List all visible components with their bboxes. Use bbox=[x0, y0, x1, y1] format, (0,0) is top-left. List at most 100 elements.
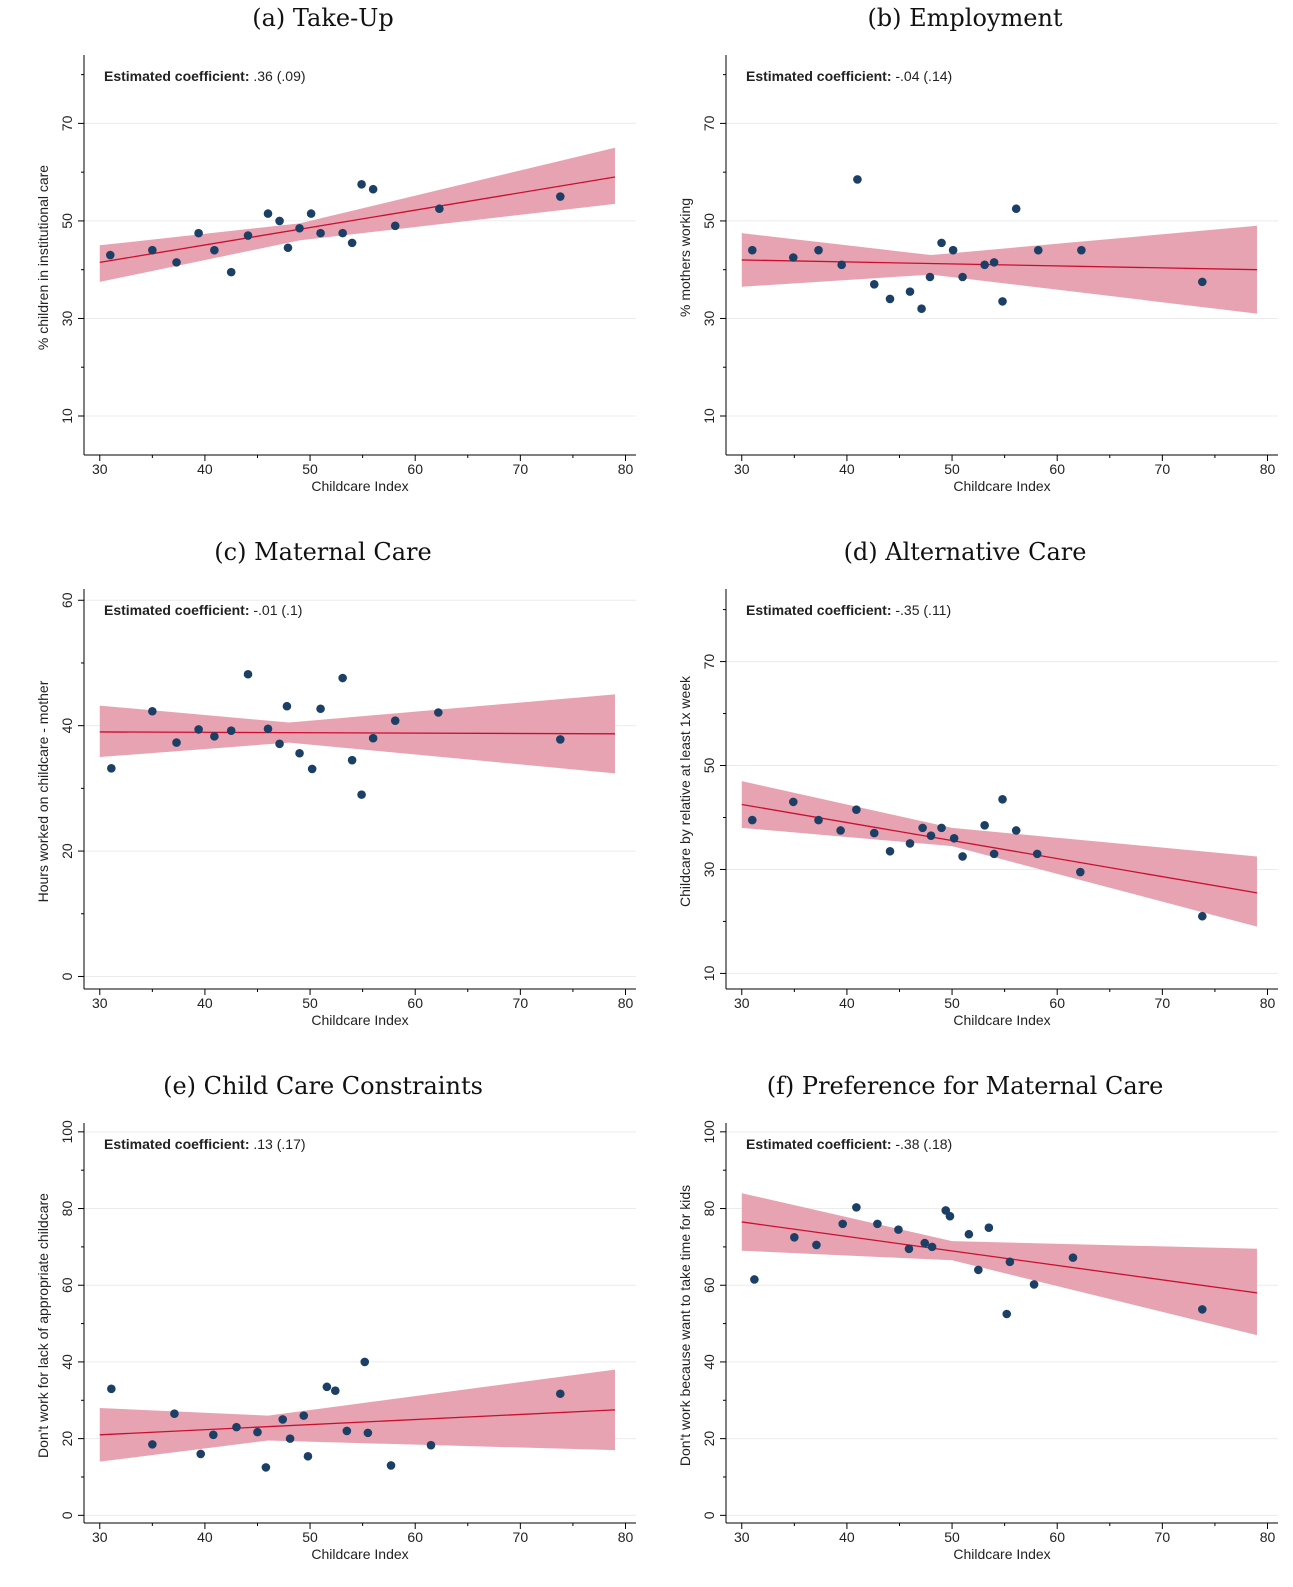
x-tick-label: 30 bbox=[92, 1529, 108, 1545]
data-point bbox=[949, 833, 959, 843]
data-point bbox=[347, 755, 357, 765]
x-tick-label: 70 bbox=[513, 1529, 529, 1545]
x-tick-label: 80 bbox=[1260, 995, 1276, 1011]
data-point bbox=[1029, 1280, 1039, 1289]
data-point bbox=[788, 253, 798, 262]
data-point bbox=[958, 272, 967, 282]
data-point bbox=[853, 175, 862, 184]
x-tick-label: 70 bbox=[513, 995, 529, 1011]
x-axis-label: Childcare Index bbox=[953, 478, 1050, 494]
x-axis-label: Childcare Index bbox=[311, 1012, 408, 1028]
data-point bbox=[788, 797, 798, 807]
x-tick-label: 50 bbox=[302, 995, 318, 1011]
data-point bbox=[1197, 911, 1207, 921]
data-point bbox=[390, 221, 400, 231]
x-tick-label: 80 bbox=[1260, 1529, 1276, 1545]
y-tick-label: 70 bbox=[701, 654, 717, 670]
coefficient-label: Estimated coefficient: bbox=[104, 1136, 249, 1152]
data-point bbox=[172, 738, 181, 747]
data-point bbox=[894, 1225, 903, 1234]
data-point bbox=[299, 1411, 309, 1420]
data-point bbox=[984, 1223, 994, 1233]
y-tick-label: 30 bbox=[701, 310, 717, 326]
panel-title: (a) Take-Up bbox=[252, 4, 394, 32]
data-point bbox=[226, 726, 236, 735]
x-tick-label: 60 bbox=[1049, 1529, 1065, 1545]
x-tick-label: 40 bbox=[839, 461, 855, 477]
data-point bbox=[105, 250, 115, 260]
data-point bbox=[278, 1415, 288, 1424]
x-tick-label: 40 bbox=[197, 1529, 213, 1545]
confidence-band bbox=[99, 147, 615, 282]
x-tick-label: 30 bbox=[734, 995, 750, 1011]
fit-line bbox=[741, 803, 1258, 894]
confidence-band bbox=[99, 1369, 615, 1462]
data-point bbox=[148, 1440, 157, 1449]
data-point bbox=[1068, 1253, 1078, 1262]
y-tick-label: 100 bbox=[701, 1120, 717, 1144]
data-point bbox=[869, 280, 879, 289]
y-tick-label: 60 bbox=[59, 592, 75, 608]
x-tick-label: 70 bbox=[1155, 1529, 1171, 1545]
x-tick-label: 30 bbox=[92, 995, 108, 1011]
data-point bbox=[937, 238, 946, 248]
data-point bbox=[555, 192, 565, 201]
data-point bbox=[837, 260, 846, 270]
data-point bbox=[295, 223, 304, 233]
data-point bbox=[958, 852, 967, 861]
data-point bbox=[905, 287, 915, 296]
y-tick-label: 80 bbox=[59, 1201, 75, 1217]
panel-title: (d) Alternative Care bbox=[843, 538, 1087, 566]
x-axis-label: Childcare Index bbox=[953, 1546, 1050, 1562]
y-tick-label: 60 bbox=[701, 1277, 717, 1293]
data-point bbox=[390, 716, 400, 725]
x-tick-label: 80 bbox=[1260, 461, 1276, 477]
fit-line bbox=[99, 1409, 616, 1436]
y-axis-label: % mothers working bbox=[677, 198, 693, 317]
data-point bbox=[555, 1389, 565, 1399]
data-point bbox=[814, 245, 823, 255]
data-point bbox=[814, 815, 823, 825]
coefficient-label: Estimated coefficient: bbox=[746, 602, 891, 618]
panel-e: (e) Child Care Constraints 0 20 40 60 80 100 3… bbox=[0, 1068, 646, 1587]
data-point bbox=[927, 1242, 937, 1252]
panel-title: (c) Maternal Care bbox=[214, 538, 432, 566]
data-point bbox=[998, 297, 1007, 306]
data-point bbox=[194, 228, 203, 238]
y-tick-label: 40 bbox=[59, 1354, 75, 1370]
data-point bbox=[838, 1219, 848, 1229]
y-tick-label: 70 bbox=[59, 115, 75, 131]
data-point bbox=[555, 735, 565, 744]
y-tick-label: 40 bbox=[701, 1354, 717, 1370]
data-point bbox=[282, 701, 292, 711]
y-tick-label: 50 bbox=[59, 213, 75, 229]
data-point bbox=[243, 669, 253, 679]
data-point bbox=[357, 180, 366, 189]
x-tick-label: 70 bbox=[513, 461, 529, 477]
data-point bbox=[836, 826, 845, 835]
data-point bbox=[989, 849, 999, 859]
coefficient-value: .13 (.17) bbox=[249, 1136, 305, 1152]
data-point bbox=[295, 748, 304, 758]
x-tick-label: 50 bbox=[944, 1529, 960, 1545]
y-tick-label: 70 bbox=[701, 115, 717, 131]
y-tick-label: 0 bbox=[59, 1511, 75, 1519]
x-tick-label: 60 bbox=[407, 461, 423, 477]
data-point bbox=[750, 1275, 759, 1284]
data-point bbox=[1197, 1305, 1207, 1314]
data-point bbox=[918, 823, 927, 833]
coefficient-label: Estimated coefficient: bbox=[746, 1136, 891, 1152]
data-point bbox=[307, 764, 317, 774]
x-tick-label: 30 bbox=[734, 461, 750, 477]
x-tick-label: 70 bbox=[1155, 995, 1171, 1011]
coefficient-annotation: Estimated coefficient: -.35 (.11) bbox=[746, 602, 951, 618]
data-point bbox=[1033, 245, 1043, 255]
confidence-band bbox=[741, 781, 1257, 927]
coefficient-value: -.01 (.1) bbox=[249, 602, 302, 618]
data-point bbox=[1011, 204, 1021, 214]
data-point bbox=[1077, 245, 1086, 255]
x-tick-label: 60 bbox=[407, 1529, 423, 1545]
y-axis-label: Hours worked on childcare - mother bbox=[35, 680, 51, 902]
data-point bbox=[261, 1463, 271, 1472]
x-tick-label: 50 bbox=[944, 995, 960, 1011]
